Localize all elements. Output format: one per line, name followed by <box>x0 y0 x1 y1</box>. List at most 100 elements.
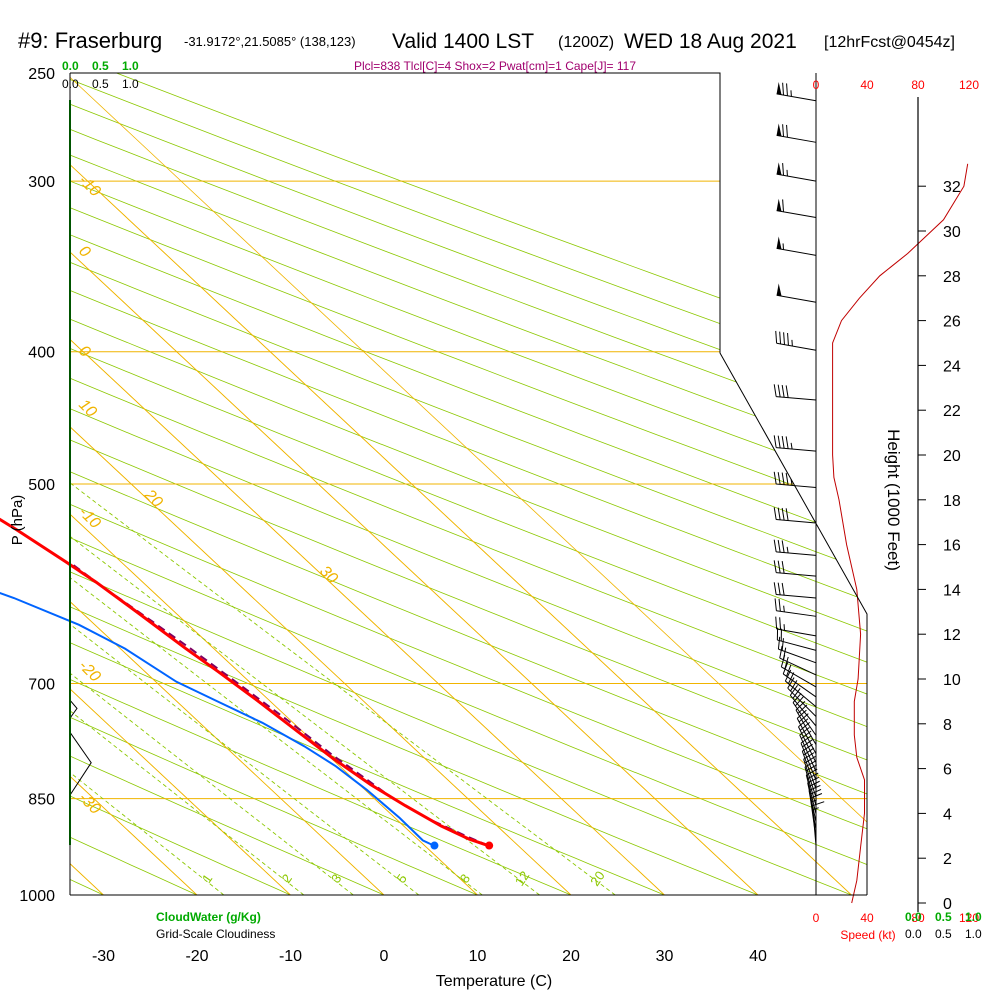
barb-staff <box>803 759 817 798</box>
height-tick-label: 28 <box>943 269 961 286</box>
wind-barb <box>773 471 817 489</box>
barb-feather <box>787 677 795 689</box>
mixing-ratio-label: 20 <box>587 868 608 888</box>
cloud-scale-tick: 0.0 <box>62 59 79 73</box>
height-tick-label: 6 <box>943 762 952 779</box>
temperature-line <box>0 517 489 848</box>
barb-staff <box>792 702 817 736</box>
isotherm-label: 30 <box>316 563 341 588</box>
barb-feather <box>794 696 804 707</box>
valid-time: Valid 1400 LST <box>392 30 534 53</box>
barb-feather <box>785 508 789 521</box>
barb-feather <box>796 709 807 719</box>
dry-adiabat <box>70 73 867 895</box>
barb-feather <box>778 598 781 612</box>
mixing-ratio-line <box>70 623 420 896</box>
dry-adiabat <box>70 73 867 895</box>
valid-utc: (1200Z) <box>558 34 614 51</box>
barb-feather <box>777 384 781 398</box>
wind-barb <box>776 236 817 256</box>
height-tick-label: 32 <box>943 179 961 196</box>
barb-feather <box>792 688 801 699</box>
barb-staff <box>776 173 817 182</box>
wind-barb <box>782 662 817 698</box>
barb-feather <box>781 638 784 651</box>
wind-barb <box>801 743 817 789</box>
surface-temperature-dot <box>485 841 494 850</box>
cloud-scale-tick: 0.5 <box>935 927 952 941</box>
barb-feather <box>799 721 811 731</box>
height-tick-label: 2 <box>943 851 952 868</box>
wind-speed-line <box>832 163 969 904</box>
parcel-line <box>71 562 489 847</box>
speed-tick-bottom: 120 <box>959 911 979 925</box>
barb-half-feather <box>783 605 785 612</box>
barb-feather <box>787 332 789 346</box>
barb-feather <box>804 760 816 768</box>
x-tick-label: -20 <box>185 948 208 965</box>
speed-tick-bottom: 0 <box>813 911 820 925</box>
barb-staff <box>776 342 817 351</box>
mixing-ratio-line <box>70 535 540 896</box>
stability-indices: Plcl=838 Tlcl[C]=4 Shox=2 Pwat[cm]=1 Cap… <box>354 59 636 73</box>
dry-adiabat <box>70 73 867 895</box>
barb-feather <box>782 124 785 137</box>
barb-feather <box>777 507 781 520</box>
barb-feather <box>785 472 789 486</box>
height-tick-label: 26 <box>943 314 961 331</box>
barb-feather <box>804 756 816 764</box>
dry-adiabat <box>70 73 867 895</box>
wind-barb <box>780 654 817 688</box>
surface-dewpoint-dot <box>430 841 439 850</box>
barb-staff <box>776 628 817 637</box>
mixing-ratio-line <box>70 710 305 896</box>
barb-feather <box>781 436 785 449</box>
grid-lines <box>0 73 867 895</box>
barb-feather <box>780 654 786 668</box>
barb-feather <box>774 598 777 611</box>
barb-feather <box>773 384 777 397</box>
temperature-trace <box>0 517 494 850</box>
barb-flag <box>776 236 782 250</box>
height-tick-label: 4 <box>943 806 952 823</box>
barb-feather <box>784 669 792 682</box>
wind-barb <box>792 692 817 736</box>
wind-barb <box>807 776 820 822</box>
dry-adiabat <box>70 73 867 895</box>
cloud-scale-tick: 1.0 <box>965 910 982 924</box>
parcel-trace <box>71 562 489 847</box>
barb-feather <box>781 472 785 485</box>
speed-tick-bottom: 80 <box>911 911 925 925</box>
barb-feather <box>783 332 785 345</box>
p-tick-label: 250 <box>28 66 55 83</box>
speed-tick-top: 120 <box>959 78 979 92</box>
barb-staff <box>781 666 817 688</box>
barb-feather <box>777 472 781 485</box>
height-tick-label: 20 <box>943 448 961 465</box>
p-tick-label: 400 <box>28 345 55 362</box>
barb-feather <box>789 685 798 696</box>
barb-feather <box>775 616 778 629</box>
wind-barb <box>799 726 817 772</box>
dry-adiabat <box>70 73 867 895</box>
barb-feather <box>785 385 789 398</box>
barb-staff <box>776 134 817 143</box>
barb-staff <box>801 751 817 789</box>
barb-staff <box>795 709 817 745</box>
isotherm <box>0 73 10 895</box>
cloud-scale-tick: 0.5 <box>92 77 109 91</box>
speed-tick-top: 0 <box>813 78 820 92</box>
isotherm-label: -30 <box>75 789 103 817</box>
dry-adiabat <box>70 73 867 895</box>
mixing-ratio-line <box>70 771 225 896</box>
height-tick-label: 12 <box>943 627 961 644</box>
wind-barb <box>776 162 817 182</box>
barb-feather <box>773 507 777 520</box>
cloudiness-line <box>69 96 92 813</box>
cloud-scale-tick: 0.5 <box>935 910 952 924</box>
barb-feather <box>809 788 822 795</box>
wind-barb <box>776 198 817 219</box>
valid-date: WED 18 Aug 2021 <box>624 30 797 53</box>
x-tick-label: -30 <box>92 948 115 965</box>
